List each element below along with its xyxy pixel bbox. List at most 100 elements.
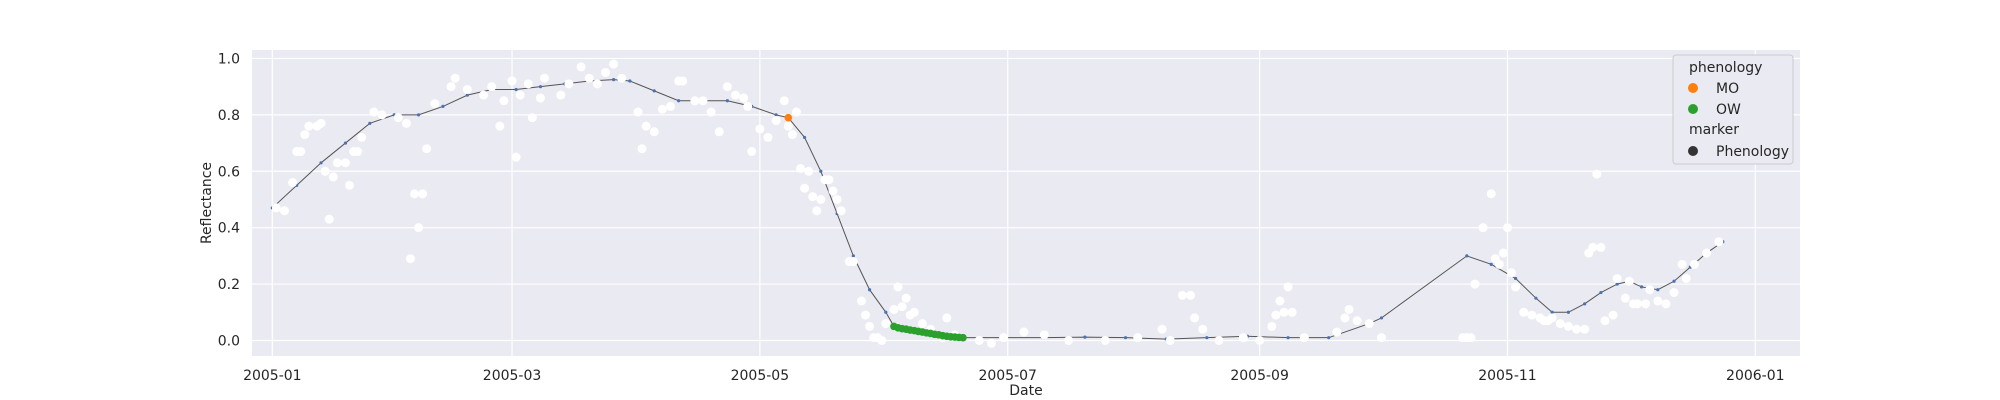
fit-curve-point: [1205, 336, 1209, 340]
observation-point: [1352, 316, 1362, 326]
observation-point: [1661, 299, 1671, 309]
fit-curve-point: [884, 310, 888, 314]
observation-point: [771, 116, 781, 126]
observation-point: [889, 304, 899, 314]
observation-point: [345, 180, 355, 190]
observation-point: [1364, 319, 1374, 329]
observation-point: [881, 319, 891, 329]
observation-point: [714, 127, 724, 137]
fit-curve-point: [774, 113, 778, 117]
y-tick-label: 0.0: [218, 333, 240, 349]
observation-point: [1186, 290, 1196, 300]
observation-point: [763, 132, 773, 142]
observation-point: [848, 257, 858, 267]
fit-curve-point: [612, 78, 616, 82]
observation-point: [414, 223, 424, 233]
fit-curve-point: [1566, 310, 1571, 314]
x-tick-label: 2006-01: [1726, 368, 1785, 384]
y-tick-label: 0.8: [218, 108, 240, 124]
x-tick-label: 2005-07: [978, 368, 1037, 384]
observation-point: [535, 93, 545, 103]
observation-point: [787, 130, 797, 140]
fit-curve-point: [1123, 336, 1128, 340]
fit-curve-point: [851, 254, 855, 258]
y-tick-label: 1.0: [218, 51, 240, 67]
observation-point: [1608, 310, 1618, 320]
y-axis-title: Reflectance: [199, 162, 215, 244]
observation-point: [1466, 333, 1476, 343]
observation-point: [353, 147, 363, 157]
legend-marker-phenology: [1688, 146, 1698, 156]
fit-curve-point: [368, 121, 372, 125]
observation-point: [1287, 307, 1297, 317]
observation-point: [401, 118, 411, 128]
observation-point: [1572, 324, 1582, 334]
observation-points: [271, 59, 1724, 348]
observation-point: [410, 189, 420, 199]
phenology-point-ow: [959, 333, 967, 342]
observation-point: [320, 166, 330, 176]
fit-curve-point: [1489, 262, 1493, 266]
fit-curve-point: [514, 87, 518, 92]
observation-point: [633, 107, 643, 117]
observation-point: [1511, 282, 1521, 292]
observation-point: [540, 73, 550, 83]
observation-point: [515, 90, 525, 100]
observation-point: [812, 206, 822, 216]
fit-curve-point: [538, 85, 543, 89]
observation-point: [271, 203, 281, 213]
fit-curve-point: [725, 99, 729, 103]
legend-hue-title: phenology: [1689, 60, 1762, 76]
observation-point: [369, 107, 379, 117]
observation-point: [1624, 276, 1634, 286]
observation-point: [1332, 327, 1342, 337]
observation-point: [1702, 248, 1712, 258]
observation-point: [328, 172, 338, 182]
observation-point: [897, 302, 907, 312]
observation-point: [523, 79, 533, 89]
observation-point: [422, 144, 432, 154]
fit-curve-point: [1639, 285, 1644, 289]
fit-curve-point: [465, 93, 469, 97]
observation-point: [1377, 333, 1387, 343]
observation-point: [1592, 169, 1602, 179]
fit-curve-point: [441, 104, 445, 109]
observation-point: [1165, 335, 1175, 345]
observation-point: [1681, 273, 1691, 283]
observation-point: [804, 166, 814, 176]
y-tick-label: 0.4: [218, 221, 240, 237]
x-axis-ticks: 2005-01 2005-03 2005-05 2005-07 2005-09 2005-…: [243, 368, 1784, 384]
fit-curve-point: [1534, 296, 1538, 300]
observation-point: [730, 90, 740, 100]
observation-point: [974, 335, 984, 345]
observation-point: [1190, 313, 1200, 323]
fit-curve-point: [1379, 316, 1384, 320]
observation-point: [1632, 299, 1642, 309]
observation-point: [865, 321, 875, 331]
observation-point: [637, 144, 647, 154]
observation-point: [304, 121, 314, 131]
fit-curve-point: [1615, 282, 1619, 286]
observation-point: [479, 90, 489, 100]
observation-point: [861, 310, 871, 320]
fit-curve-point: [677, 99, 681, 103]
legend-style-title: marker: [1689, 122, 1739, 138]
observation-point: [418, 189, 428, 199]
observation-point: [609, 59, 619, 69]
observation-point: [1486, 189, 1496, 199]
observation-point: [340, 158, 350, 168]
legend-label-mo: MO: [1716, 81, 1739, 97]
observation-point: [1527, 310, 1537, 320]
observation-point: [332, 158, 342, 168]
observation-point: [755, 124, 765, 134]
fit-curve-point: [319, 161, 323, 165]
fit-curve-point: [867, 288, 872, 292]
observation-point: [556, 90, 566, 100]
observation-point: [1198, 324, 1208, 334]
observation-point: [617, 73, 627, 83]
legend-box: [1672, 54, 1794, 165]
observation-point: [665, 101, 675, 111]
observation-point: [1470, 279, 1480, 289]
observation-point: [393, 113, 403, 123]
fit-curve-point: [628, 79, 632, 83]
